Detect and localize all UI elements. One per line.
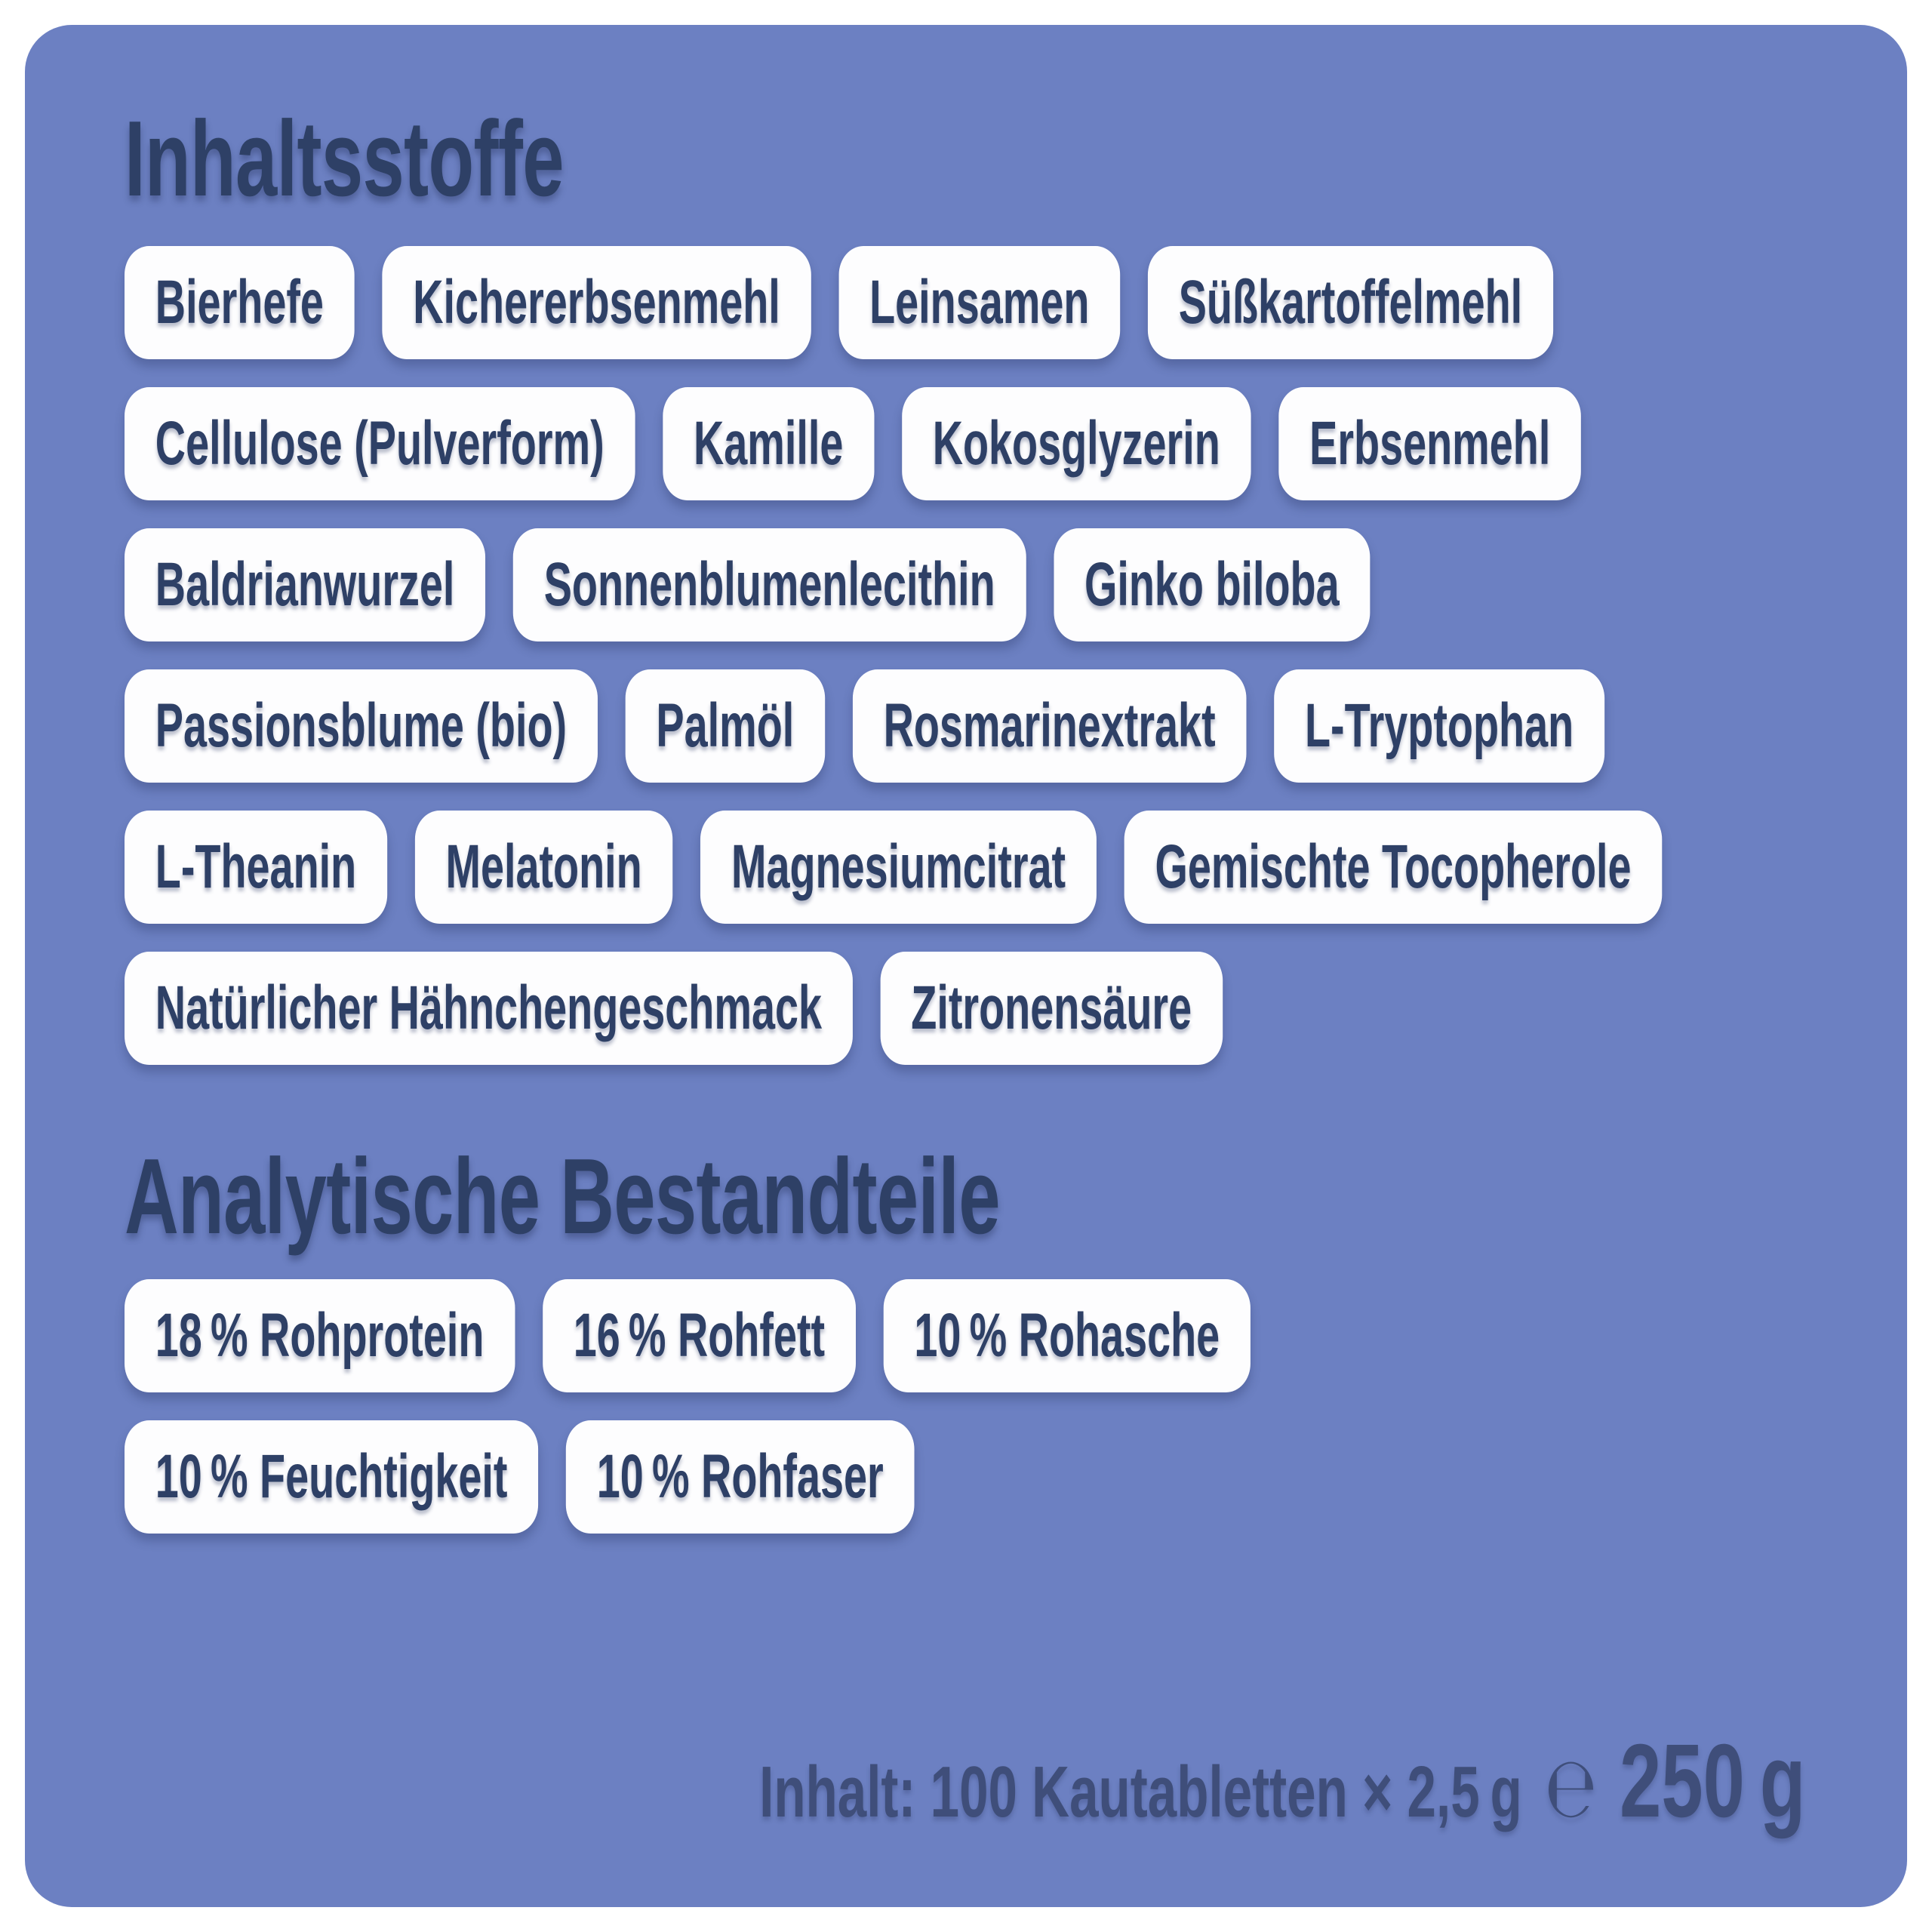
net-content-text: Inhalt: 100 Kautabletten × 2,5 g [758, 1752, 1522, 1832]
ingredient-pill: 10 % Rohasche [883, 1278, 1251, 1392]
ingredient-label: Kokosglyzerin [932, 409, 1220, 478]
pill-row: L-Theanin Melatonin Magnesiumcitrat Gemisch… [125, 811, 1663, 924]
ingredient-pill: Passionsblume (bio) [125, 669, 598, 783]
pill-row: Passionsblume (bio) Palmöl Rosmarinextrakt… [125, 669, 1604, 783]
ingredient-label: L-Theanin [155, 832, 357, 902]
ingredient-pill: Magnesiumcitrat [700, 811, 1097, 924]
ingredient-pill: Gemischte Tocopherole [1124, 811, 1663, 924]
ingredient-label: Magnesiumcitrat [731, 832, 1066, 902]
ingredient-label: Passionsblume (bio) [155, 691, 568, 761]
pill-row: 18 % Rohprotein 16 % Rohfett 10 % Rohasche [125, 1278, 1251, 1392]
ingredient-pill: Natürlicher Hähnchengeschmack [125, 952, 853, 1066]
pill-row: Natürlicher Hähnchengeschmack Zitronensäu… [125, 952, 1223, 1066]
ingredient-pill: L-Tryptophan [1274, 669, 1604, 783]
ingredient-pill: Cellulose (Pulverform) [125, 387, 635, 501]
sections-container: Inhaltsstoffe Bierhefe Kichererbsenmehl Lei… [125, 95, 1877, 1534]
pill-rows-analytische-bestandteile: 18 % Rohprotein 16 % Rohfett 10 % Rohasche… [125, 1278, 1877, 1534]
panel-content: Inhaltsstoffe Bierhefe Kichererbsenmehl Lei… [125, 25, 1877, 1907]
pill-rows-inhaltsstoffe: Bierhefe Kichererbsenmehl Leinsamen Süßkart… [125, 246, 1877, 1066]
ingredient-label: Gemischte Tocopherole [1155, 832, 1632, 902]
ingredient-pill: Zitronensäure [880, 952, 1223, 1066]
ingredient-label: Kichererbsenmehl [413, 268, 780, 337]
ingredient-label: 16 % Rohfett [573, 1300, 826, 1370]
pill-row: 10 % Feuchtigkeit 10 % Rohfaser [125, 1420, 915, 1534]
ingredient-label: Ginko biloba [1084, 550, 1340, 620]
ingredient-label: Erbsenmehl [1309, 409, 1551, 478]
ingredients-panel: Inhaltsstoffe Bierhefe Kichererbsenmehl Lei… [25, 25, 1907, 1907]
ingredient-label: Cellulose (Pulverform) [155, 409, 605, 478]
ingredient-label: 10 % Rohasche [914, 1300, 1220, 1370]
pill-row: Baldrianwurzel Sonnenblumenlecithin Ginko … [125, 528, 1371, 642]
pill-row: Bierhefe Kichererbsenmehl Leinsamen Süßkart… [125, 246, 1553, 360]
ingredient-pill: L-Theanin [125, 811, 387, 924]
ingredient-pill: 18 % Rohprotein [125, 1278, 515, 1392]
estimated-sign-icon: ℮ [1544, 1739, 1597, 1837]
ingredient-label: Melatonin [445, 832, 642, 902]
net-weight: 250 g [1619, 1723, 1805, 1839]
ingredient-label: Zitronensäure [911, 974, 1192, 1043]
ingredient-label: 18 % Rohprotein [155, 1300, 485, 1370]
ingredient-pill: Bierhefe [125, 246, 355, 360]
ingredient-label: Rosmarinextrakt [883, 691, 1216, 761]
ingredient-label: 10 % Rohfaser [596, 1441, 884, 1511]
ingredient-label: Bierhefe [155, 268, 324, 337]
ingredient-pill: Melatonin [414, 811, 673, 924]
ingredient-label: Sonnenblumenlecithin [543, 550, 995, 620]
ingredient-pill: 10 % Feuchtigkeit [125, 1420, 539, 1534]
ingredient-label: Leinsamen [869, 268, 1090, 337]
pill-row: Cellulose (Pulverform) Kamille Kokosglyzer… [125, 387, 1582, 501]
section-title-analytische-bestandteile: Analytische Bestandteile [125, 1137, 1001, 1257]
ingredient-pill: Kichererbsenmehl [382, 246, 811, 360]
ingredient-label: Kamille [694, 409, 844, 478]
ingredient-pill: Erbsenmehl [1278, 387, 1582, 501]
ingredient-pill: Ginko biloba [1054, 528, 1371, 642]
ingredient-pill: Kamille [663, 387, 875, 501]
ingredient-pill: 16 % Rohfett [542, 1278, 856, 1392]
ingredient-label: Palmöl [656, 691, 795, 761]
ingredient-label: Baldrianwurzel [155, 550, 455, 620]
ingredient-label: 10 % Feuchtigkeit [155, 1441, 508, 1511]
ingredient-label: Natürlicher Hähnchengeschmack [155, 974, 822, 1043]
ingredient-pill: 10 % Rohfaser [565, 1420, 915, 1534]
ingredient-pill: Süßkartoffelmehl [1147, 246, 1553, 360]
section-title-inhaltsstoffe: Inhaltsstoffe [125, 99, 565, 219]
ingredient-pill: Leinsamen [838, 246, 1121, 360]
ingredient-pill: Rosmarinextrakt [852, 669, 1247, 783]
ingredient-pill: Baldrianwurzel [125, 528, 486, 642]
ingredient-pill: Palmöl [625, 669, 826, 783]
net-content-line: Inhalt: 100 Kautabletten × 2,5 g ℮ 250 g [759, 1729, 1805, 1833]
ingredient-pill: Sonnenblumenlecithin [512, 528, 1026, 642]
ingredient-pill: Kokosglyzerin [901, 387, 1251, 501]
ingredient-label: Süßkartoffelmehl [1178, 268, 1523, 337]
ingredient-label: L-Tryptophan [1304, 691, 1574, 761]
